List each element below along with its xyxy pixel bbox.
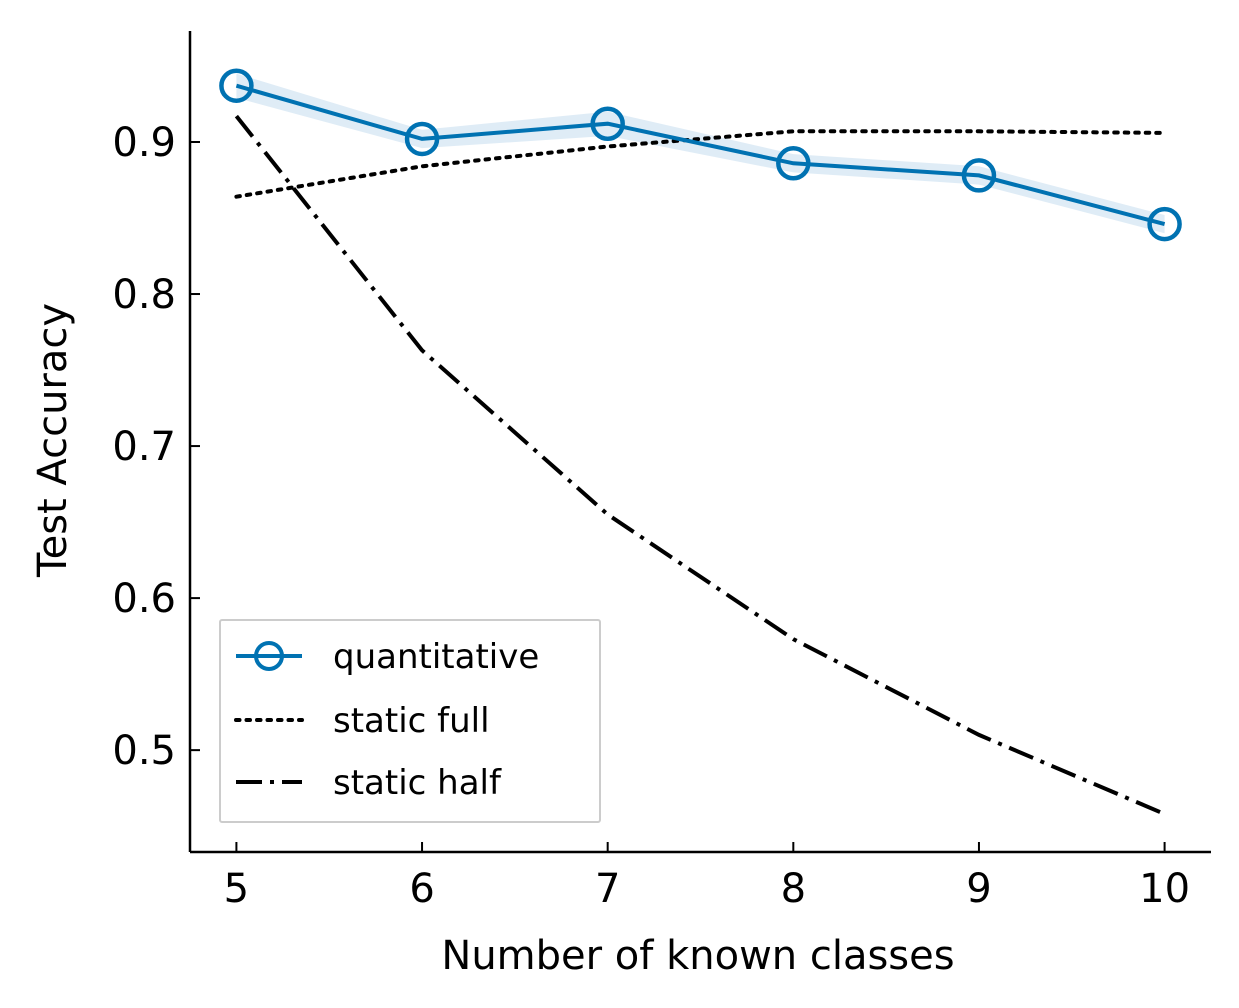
quantitative-line (235, 83, 1166, 227)
quantitative-confidence-band (236, 73, 1165, 234)
quantitative-point (961, 158, 997, 193)
y-tick-label: 0.9 (112, 120, 176, 166)
x-tick-label: 9 (966, 866, 991, 912)
x-tick-label: 8 (781, 866, 806, 912)
x-axis-label: Number of known classes (441, 933, 954, 979)
static-full-line (234, 129, 1167, 199)
quantitative-point (1147, 206, 1182, 242)
plot-area (219, 68, 1182, 816)
x-tick-label: 10 (1139, 866, 1190, 912)
legend-label-static-full: static full (333, 701, 490, 741)
legend-label-quantitative: quantitative (333, 637, 539, 677)
legend-label-static-half: static half (333, 763, 502, 803)
legend-item-static-full: static full (234, 701, 490, 741)
quantitative-point (590, 106, 625, 141)
y-axis-label: Test Accuracy (30, 303, 76, 578)
x-tick-label: 6 (409, 866, 434, 912)
x-tick-label: 5 (224, 866, 249, 912)
legend-item-static-half: static half (236, 763, 502, 803)
static-half-line (234, 114, 1166, 816)
quantitative-point (404, 121, 440, 157)
quantitative-point (776, 146, 811, 181)
x-tick-label: 7 (595, 866, 620, 912)
legend-item-quantitative: quantitative (236, 637, 539, 677)
legend: quantitative static full static half (219, 619, 601, 823)
y-tick-label: 0.5 (112, 728, 176, 774)
axes: 5 6 7 8 9 10 0.5 0.6 0.7 0.8 0.9 (112, 31, 1211, 912)
legend-marker-quantitative (254, 641, 284, 671)
legend-frame (219, 619, 601, 823)
quantitative-point (219, 68, 254, 103)
y-tick-label: 0.6 (112, 576, 176, 622)
y-tick-label: 0.8 (112, 272, 176, 318)
y-tick-label: 0.7 (112, 424, 176, 470)
